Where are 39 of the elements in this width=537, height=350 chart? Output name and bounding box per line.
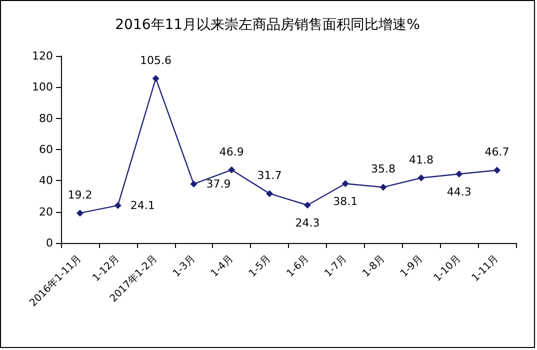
- point: [494, 166, 501, 174]
- data-label: 24.1: [130, 198, 155, 212]
- y-tick-label: 0: [46, 236, 53, 250]
- y-tick-label: 20: [39, 205, 53, 218]
- point: [76, 210, 84, 217]
- point: [190, 180, 198, 188]
- y-tick-label: 100: [32, 80, 53, 94]
- x-tick-label: 1-7月: [322, 253, 350, 280]
- chart-title: 2016年11月以来崇左商品房销售面积同比增速%: [115, 17, 420, 33]
- point: [152, 74, 160, 82]
- data-label: 46.9: [219, 145, 244, 158]
- y-tick-label: 80: [39, 112, 53, 125]
- data-label: 37.9: [206, 177, 231, 190]
- data-label: 46.7: [484, 146, 510, 159]
- data-label: 44.3: [446, 185, 472, 198]
- data-label: 41.8: [408, 153, 434, 166]
- x-tick-label: 1-6月: [284, 253, 312, 280]
- y-tick-label: 60: [39, 143, 53, 156]
- data-label: 35.8: [371, 162, 396, 176]
- x-tick-label: 1-8月: [360, 253, 388, 280]
- data-label: 31.7: [257, 169, 282, 182]
- x-tick-label: 1-5月: [247, 253, 274, 280]
- x-tick-label: 1-9月: [398, 253, 426, 280]
- y-tick-label: 120: [32, 50, 53, 62]
- data-label: 105.6: [140, 54, 172, 67]
- y-tick-label: 40: [39, 174, 53, 188]
- point: [456, 170, 463, 178]
- point: [266, 190, 274, 198]
- point: [342, 180, 349, 188]
- point: [418, 174, 425, 182]
- point: [304, 202, 311, 209]
- data-label: 24.3: [295, 216, 320, 230]
- data-label: 38.1: [333, 195, 358, 208]
- x-tick-label: 1-4月: [209, 253, 236, 280]
- data-label: 19.2: [68, 188, 92, 202]
- x-tick-label: 1-3月: [171, 253, 198, 280]
- point: [228, 166, 236, 174]
- point: [380, 184, 387, 191]
- point: [114, 202, 122, 209]
